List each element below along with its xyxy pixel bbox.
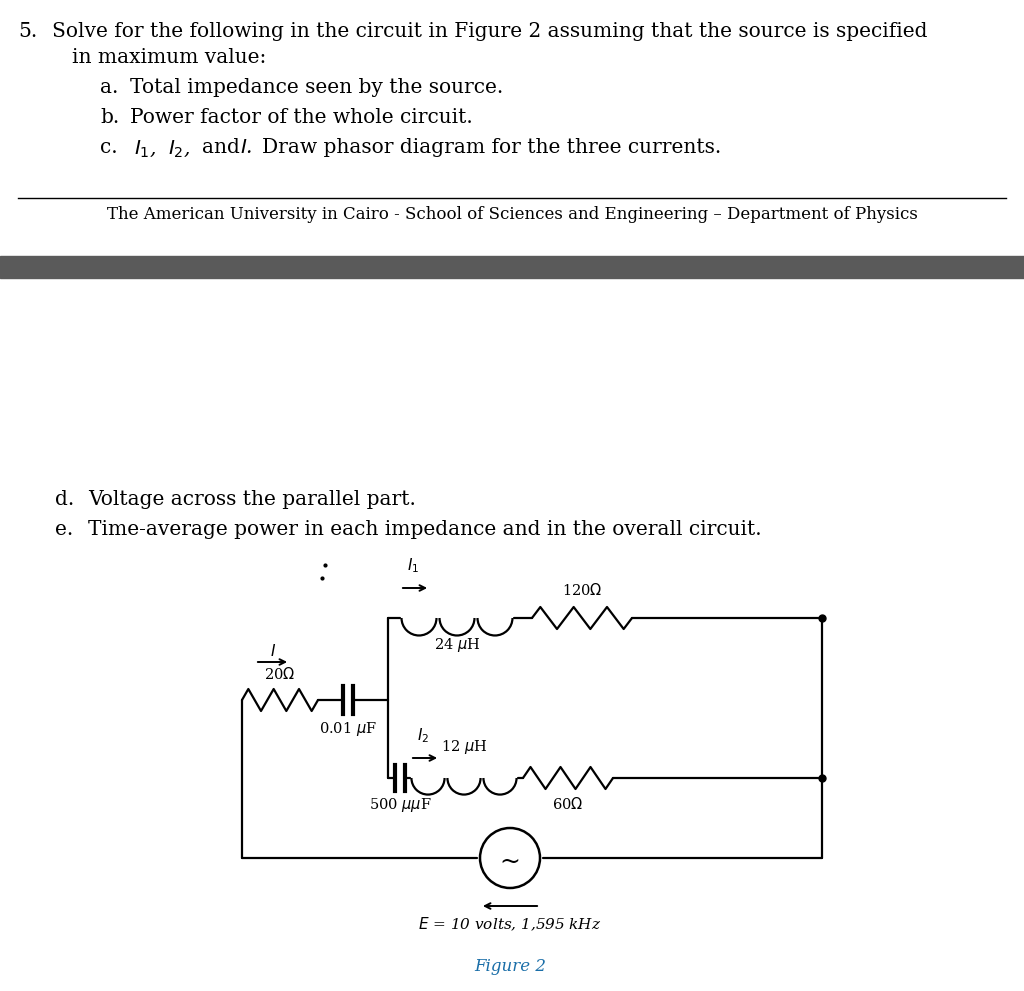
Text: Solve for the following in the circuit in Figure 2 assuming that the source is s: Solve for the following in the circuit i… bbox=[52, 22, 928, 41]
Text: $I_2$,: $I_2$, bbox=[168, 138, 190, 159]
Text: b.: b. bbox=[100, 108, 119, 127]
Text: $I_1$: $I_1$ bbox=[407, 556, 419, 575]
Text: a.: a. bbox=[100, 78, 119, 97]
Text: 24 $\mu$H: 24 $\mu$H bbox=[434, 636, 480, 654]
Text: Power factor of the whole circuit.: Power factor of the whole circuit. bbox=[130, 108, 473, 127]
Text: and: and bbox=[202, 138, 240, 157]
Text: e.: e. bbox=[55, 520, 74, 539]
Text: $I$.: $I$. bbox=[240, 138, 253, 157]
Text: 5.: 5. bbox=[18, 22, 37, 41]
Text: Figure 2: Figure 2 bbox=[474, 958, 546, 975]
Text: c.: c. bbox=[100, 138, 118, 157]
Text: $I$: $I$ bbox=[270, 643, 276, 659]
Text: 120$\Omega$: 120$\Omega$ bbox=[562, 582, 602, 598]
Text: 20$\Omega$: 20$\Omega$ bbox=[264, 666, 296, 682]
Text: 0.01 $\mu$F: 0.01 $\mu$F bbox=[319, 720, 377, 738]
Bar bbox=[0, 256, 1024, 278]
Text: Total impedance seen by the source.: Total impedance seen by the source. bbox=[130, 78, 503, 97]
Text: ~: ~ bbox=[500, 850, 520, 873]
Text: Voltage across the parallel part.: Voltage across the parallel part. bbox=[88, 490, 416, 509]
Text: $I_1$,: $I_1$, bbox=[134, 138, 157, 159]
Text: 60$\Omega$: 60$\Omega$ bbox=[552, 796, 584, 812]
Text: Time-average power in each impedance and in the overall circuit.: Time-average power in each impedance and… bbox=[88, 520, 762, 539]
Text: in maximum value:: in maximum value: bbox=[72, 48, 266, 67]
Text: $I_2$: $I_2$ bbox=[417, 726, 429, 745]
Text: $E$ = 10 volts, 1,595 kHz: $E$ = 10 volts, 1,595 kHz bbox=[419, 916, 602, 934]
Text: The American University in Cairo - School of Sciences and Engineering – Departme: The American University in Cairo - Schoo… bbox=[106, 206, 918, 223]
Text: Draw phasor diagram for the three currents.: Draw phasor diagram for the three curren… bbox=[262, 138, 721, 157]
Text: 12 $\mu$H: 12 $\mu$H bbox=[440, 738, 487, 756]
Text: 500 $\mu\mu$F: 500 $\mu\mu$F bbox=[369, 796, 431, 814]
Text: d.: d. bbox=[55, 490, 75, 509]
